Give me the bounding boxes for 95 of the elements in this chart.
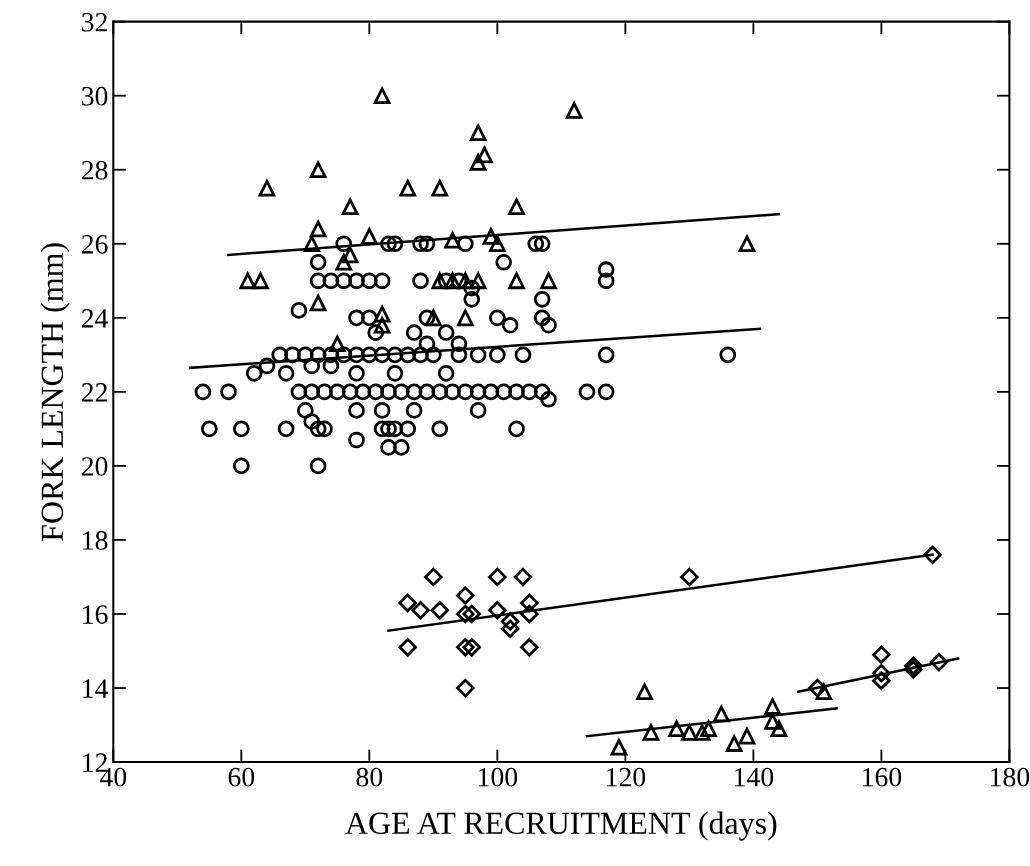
point bbox=[668, 720, 685, 738]
point bbox=[520, 593, 539, 613]
point bbox=[636, 683, 653, 701]
y-tick-label: 14 bbox=[83, 679, 108, 698]
point bbox=[808, 678, 827, 698]
point bbox=[425, 309, 442, 327]
point bbox=[373, 87, 391, 105]
point bbox=[725, 735, 743, 752]
point bbox=[456, 678, 475, 698]
point bbox=[341, 246, 359, 264]
point bbox=[872, 645, 891, 664]
point bbox=[489, 235, 506, 253]
y-tick-label: 32 bbox=[81, 12, 107, 32]
point bbox=[508, 272, 525, 290]
point bbox=[929, 652, 949, 672]
y-axis-title: FORK LENGTH (mm) bbox=[40, 243, 70, 541]
point bbox=[457, 272, 474, 290]
point bbox=[872, 663, 891, 683]
point bbox=[540, 272, 557, 290]
point bbox=[398, 638, 417, 657]
point bbox=[500, 619, 520, 639]
point bbox=[335, 253, 353, 271]
point bbox=[764, 698, 781, 715]
point bbox=[360, 228, 378, 245]
point bbox=[738, 235, 756, 253]
y-tick-label: 26 bbox=[81, 235, 108, 254]
point bbox=[815, 683, 833, 701]
x-tick-label: 180 bbox=[991, 767, 1030, 787]
point bbox=[680, 567, 699, 587]
point bbox=[341, 198, 359, 216]
point bbox=[309, 220, 327, 238]
point bbox=[923, 545, 942, 565]
point bbox=[469, 154, 487, 171]
point bbox=[508, 198, 525, 216]
point bbox=[444, 272, 461, 290]
point bbox=[488, 567, 507, 587]
y-tick-label: 20 bbox=[81, 457, 108, 476]
point bbox=[457, 309, 474, 327]
point bbox=[520, 604, 539, 624]
point bbox=[373, 305, 391, 323]
point bbox=[693, 724, 711, 741]
x-tick-label: 120 bbox=[606, 767, 646, 787]
point bbox=[398, 593, 417, 613]
point bbox=[681, 724, 698, 741]
point bbox=[399, 179, 417, 197]
point bbox=[303, 235, 321, 253]
point bbox=[520, 638, 539, 657]
x-axis-title: AGE AT RECRUITMENT (days) bbox=[345, 811, 777, 841]
point bbox=[476, 146, 493, 164]
point bbox=[456, 604, 475, 624]
x-tick-label: 140 bbox=[734, 767, 774, 787]
point bbox=[904, 660, 923, 679]
point bbox=[469, 272, 487, 290]
point bbox=[309, 161, 327, 179]
x-tick-label: 80 bbox=[356, 767, 383, 787]
y-tick-label: 30 bbox=[81, 86, 108, 106]
point bbox=[700, 720, 717, 738]
point bbox=[431, 179, 449, 197]
point bbox=[738, 727, 756, 745]
point bbox=[770, 720, 788, 738]
point bbox=[904, 656, 923, 676]
point bbox=[488, 601, 507, 620]
point bbox=[462, 638, 481, 657]
point bbox=[469, 124, 487, 142]
point bbox=[444, 231, 461, 249]
y-tick-label: 16 bbox=[83, 605, 108, 624]
y-tick-label: 24 bbox=[81, 309, 108, 328]
point bbox=[500, 612, 520, 631]
point bbox=[309, 294, 327, 312]
point bbox=[565, 102, 583, 119]
x-tick-label: 60 bbox=[228, 767, 255, 787]
point bbox=[456, 638, 475, 657]
y-tick-label: 22 bbox=[81, 383, 107, 402]
point bbox=[424, 567, 443, 587]
point bbox=[430, 601, 449, 620]
point bbox=[764, 713, 781, 730]
x-tick-label: 100 bbox=[478, 767, 518, 787]
point bbox=[872, 671, 891, 690]
x-tick-label: 160 bbox=[863, 767, 902, 787]
point bbox=[482, 228, 500, 245]
point bbox=[462, 604, 481, 624]
point bbox=[610, 738, 628, 756]
point bbox=[373, 316, 391, 334]
point bbox=[513, 567, 533, 587]
y-tick-label: 28 bbox=[81, 160, 108, 180]
point bbox=[258, 179, 276, 197]
point bbox=[642, 724, 660, 741]
point bbox=[328, 335, 346, 353]
y-tick-label: 18 bbox=[83, 531, 108, 550]
point bbox=[713, 705, 730, 723]
point bbox=[239, 272, 257, 290]
point bbox=[411, 601, 430, 620]
point bbox=[431, 272, 449, 290]
point bbox=[252, 272, 269, 290]
point bbox=[456, 586, 475, 605]
